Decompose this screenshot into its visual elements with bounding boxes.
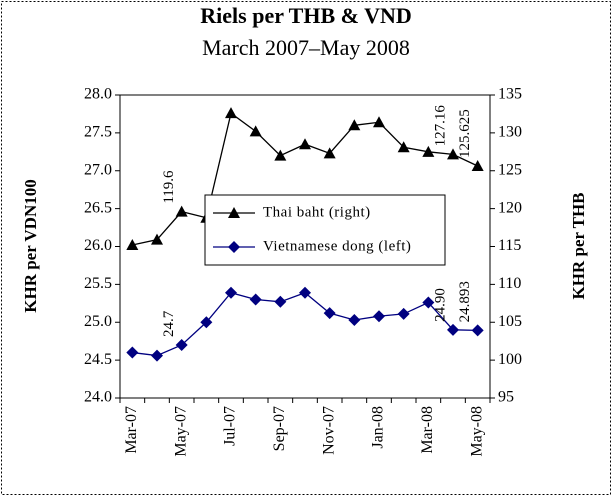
x-tick-label: Sep-07: [271, 406, 288, 451]
data-point: [323, 147, 336, 159]
x-tick-label: Nov-07: [320, 406, 337, 455]
chart-title: Riels per THB & VND: [200, 3, 411, 28]
data-point: [348, 313, 361, 326]
x-tick-label: Jul-07: [222, 406, 239, 446]
legend-box: [204, 194, 446, 266]
x-tick-label: May-08: [468, 406, 485, 457]
data-point: [422, 145, 435, 157]
y2-tick-label: 110: [498, 275, 521, 292]
data-point: [249, 125, 262, 137]
legend-label: Vietnamese dong (left): [263, 238, 411, 254]
data-point: [471, 160, 484, 172]
data-point: [274, 295, 287, 308]
data-point: [447, 148, 459, 160]
x-tick-label: Jan-08: [370, 406, 387, 449]
x-tick-label: May-07: [172, 406, 189, 457]
y-tick-label: 26.5: [84, 199, 112, 216]
data-point: [175, 338, 188, 351]
data-point: [422, 296, 435, 309]
data-label: 24.7: [161, 310, 177, 337]
y-tick-label: 24.0: [84, 389, 112, 406]
data-point: [126, 238, 139, 250]
data-point: [151, 349, 163, 362]
data-label: 24.893: [457, 281, 473, 322]
data-point: [299, 286, 311, 299]
y-tick-label: 27.5: [84, 124, 112, 141]
y2-tick-label: 135: [498, 86, 522, 103]
data-point: [348, 119, 361, 131]
data-point: [151, 233, 163, 245]
data-label: 127.16: [432, 105, 448, 147]
y2-tick-label: 105: [498, 313, 522, 330]
data-point: [397, 141, 410, 153]
data-point: [373, 310, 385, 323]
data-label: 119.6: [161, 170, 177, 204]
y-tick-label: 27.0: [84, 161, 112, 178]
legend-marker: [228, 207, 240, 218]
y-tick-label: 28.0: [84, 86, 112, 103]
x-tick-label: Mar-07: [123, 406, 140, 454]
data-point: [299, 138, 311, 150]
data-point: [126, 346, 139, 359]
data-point: [225, 286, 237, 299]
data-label: 125.625: [457, 109, 473, 158]
data-point: [200, 316, 213, 329]
data-label: 24.90: [432, 288, 448, 322]
data-point: [373, 116, 385, 128]
y2-tick-label: 95: [498, 389, 514, 406]
y-tick-label: 25.5: [84, 275, 112, 292]
data-point: [397, 307, 410, 320]
legend-marker: [228, 241, 240, 253]
y2-axis-label: KHR per THB: [569, 192, 588, 299]
y2-tick-label: 130: [498, 124, 522, 141]
y2-tick-label: 125: [498, 161, 522, 178]
y2-tick-label: 100: [498, 351, 522, 368]
data-point: [274, 149, 287, 161]
chart-subtitle: March 2007–May 2008: [202, 35, 410, 60]
x-tick-label: Mar-08: [419, 406, 436, 454]
data-point: [175, 205, 188, 217]
y2-tick-label: 120: [498, 199, 522, 216]
y-tick-label: 26.0: [84, 237, 112, 254]
y2-tick-label: 115: [498, 237, 521, 254]
y-axis-label: KHR per VDN100: [21, 179, 40, 313]
data-point: [323, 307, 336, 320]
legend-label: Thai baht (right): [263, 204, 371, 220]
y-tick-label: 24.5: [84, 351, 112, 368]
y-tick-label: 25.0: [84, 313, 112, 330]
data-point: [225, 107, 237, 119]
data-point: [447, 323, 459, 336]
data-point: [249, 293, 262, 306]
data-point: [471, 324, 484, 337]
